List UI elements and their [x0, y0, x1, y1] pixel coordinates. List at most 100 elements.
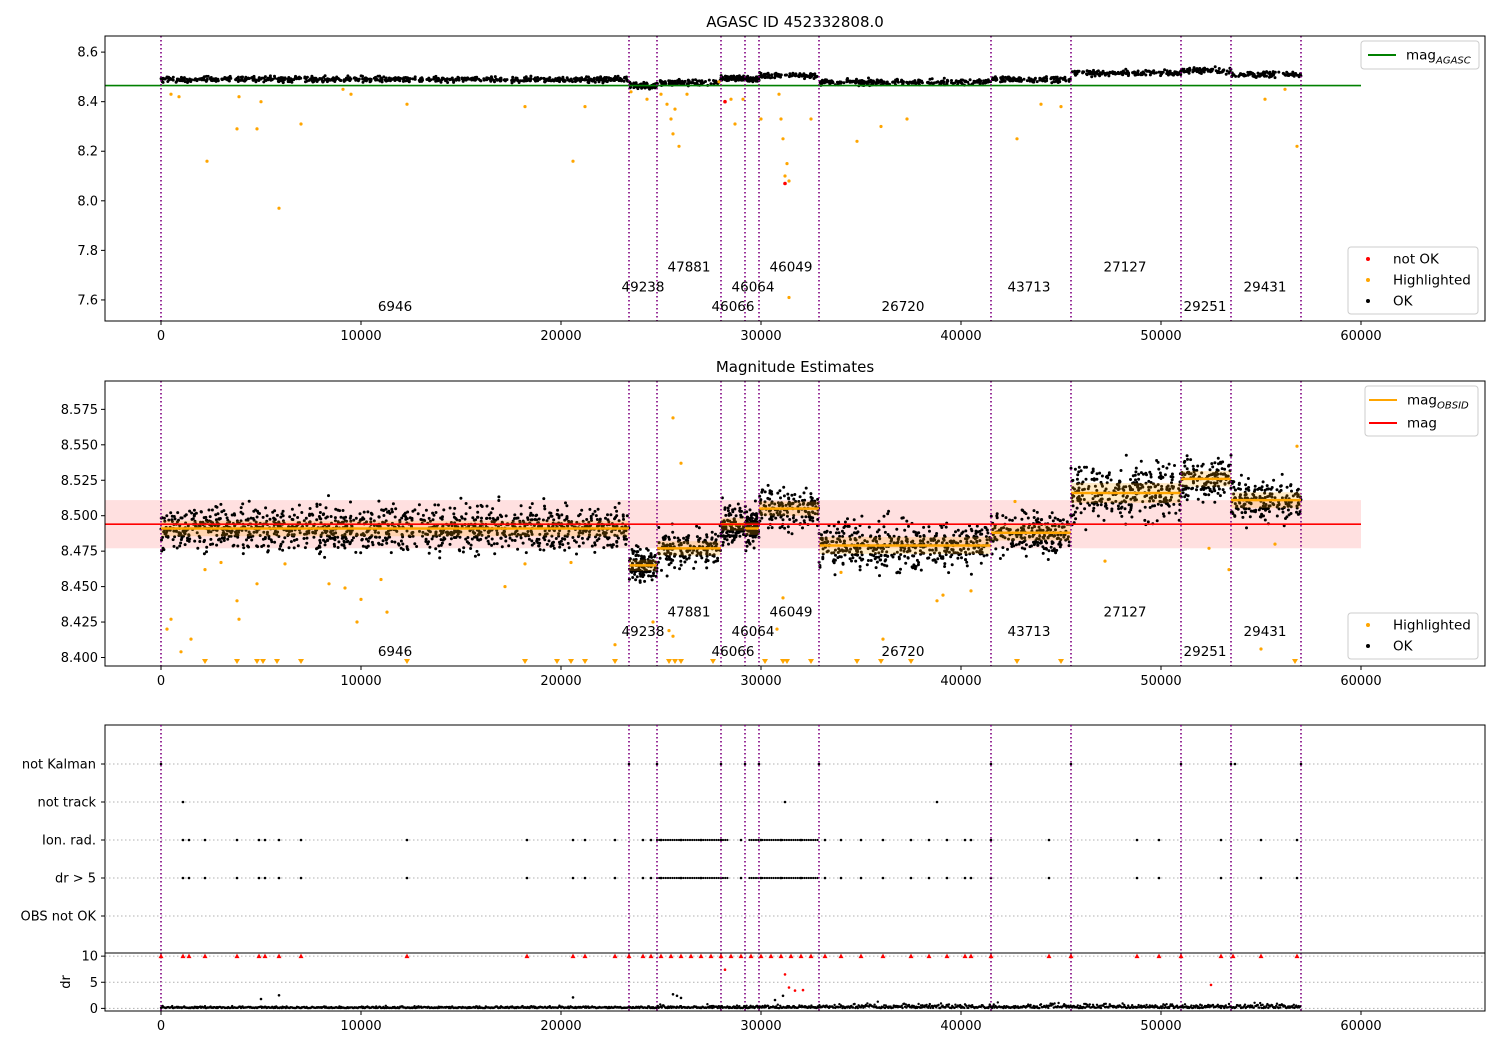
ok-point: [510, 532, 514, 536]
highlighted-point: [255, 127, 259, 131]
ok-point: [183, 80, 187, 84]
ok-point: [542, 548, 546, 552]
legend-swatch: [1366, 299, 1370, 303]
ok-point: [966, 80, 970, 84]
ok-point: [1075, 72, 1079, 76]
ok-point: [513, 513, 517, 517]
ok-point: [809, 495, 813, 499]
ok-point: [792, 497, 796, 501]
ok-point: [1014, 543, 1018, 547]
ok-point: [723, 507, 727, 511]
ok-point: [1055, 548, 1059, 552]
ok-point: [615, 539, 619, 543]
legend-swatch: [1366, 257, 1370, 261]
ok-point: [1172, 502, 1176, 506]
ok-point: [588, 507, 592, 511]
ok-point: [595, 518, 599, 521]
ok-point: [1074, 517, 1078, 521]
ok-point: [208, 77, 212, 80]
highlighted-point: [779, 117, 783, 121]
ok-point: [342, 79, 346, 83]
ok-point: [790, 532, 794, 536]
ok-point: [1051, 519, 1055, 523]
ok-point: [1162, 514, 1166, 518]
ok-point: [281, 548, 285, 552]
highlighted-point: [523, 105, 527, 109]
ok-point: [369, 511, 373, 515]
ok-point: [239, 506, 243, 510]
ok-point: [1182, 460, 1186, 464]
highlighted-point: [677, 144, 681, 148]
ok-point: [1165, 72, 1169, 76]
ok-point: [687, 556, 691, 560]
ok-point: [303, 546, 307, 550]
ok-point: [648, 86, 652, 89]
ok-point: [448, 506, 452, 510]
ok-point: [1073, 467, 1077, 471]
ok-point: [1156, 502, 1160, 506]
ok-point: [255, 515, 259, 519]
ok-point: [733, 507, 737, 511]
ok-point: [258, 534, 262, 537]
ok-point: [1117, 507, 1121, 511]
ok-point: [1273, 76, 1277, 80]
ok-point: [372, 519, 376, 523]
ok-point: [753, 76, 757, 80]
ok-point: [1221, 488, 1225, 492]
ok-point: [1148, 73, 1152, 77]
ok-point: [439, 543, 443, 547]
ok-point: [604, 78, 608, 82]
ok-point: [495, 78, 499, 82]
x-tick-label: 10000: [340, 329, 381, 344]
ok-point: [609, 513, 613, 517]
ok-point: [994, 547, 998, 551]
ok-point: [725, 75, 729, 78]
ok-point: [381, 539, 385, 543]
ok-point: [497, 495, 501, 499]
x-tick-label: 60000: [1340, 329, 1381, 344]
highlighted-point: [1059, 105, 1063, 109]
ok-point: [379, 76, 383, 80]
ok-point: [875, 560, 879, 564]
highlighted-point: [405, 102, 409, 106]
ok-point: [710, 537, 714, 541]
ok-point: [1184, 487, 1188, 491]
ok-point: [1045, 79, 1049, 83]
ok-point: [183, 514, 187, 518]
ok-point: [1075, 69, 1079, 73]
ok-point: [390, 540, 394, 544]
ok-point: [866, 559, 870, 562]
ok-point: [428, 79, 432, 83]
ok-point: [961, 530, 965, 534]
ok-point: [275, 513, 279, 517]
ok-point: [1058, 80, 1062, 84]
ok-point: [377, 499, 381, 503]
ok-point: [721, 540, 725, 544]
ok-point: [779, 496, 782, 500]
ok-point: [339, 515, 343, 519]
ok-point: [256, 511, 260, 515]
ok-point: [1207, 493, 1211, 497]
y-tick-label: 8.4: [77, 95, 98, 110]
ok-point: [926, 80, 930, 84]
ok-point: [252, 78, 256, 82]
ok-point: [476, 510, 480, 514]
ok-point: [337, 540, 341, 544]
ok-point: [399, 546, 403, 550]
ok-point: [205, 77, 209, 81]
ok-point: [912, 563, 916, 567]
ok-point: [901, 516, 905, 520]
ok-point: [272, 517, 276, 521]
ok-point: [260, 545, 264, 548]
ok-point: [1210, 462, 1214, 466]
ok-point: [1196, 69, 1200, 73]
highlighted-point: [787, 295, 791, 300]
ok-point: [1124, 453, 1128, 457]
ok-point: [631, 576, 635, 579]
x-tick-label: 40000: [940, 329, 981, 344]
ok-point: [804, 486, 808, 490]
ok-point: [470, 78, 474, 82]
highlighted-point: [169, 92, 173, 96]
obsid-label: 29431: [1244, 279, 1287, 295]
ok-point: [1185, 498, 1189, 502]
